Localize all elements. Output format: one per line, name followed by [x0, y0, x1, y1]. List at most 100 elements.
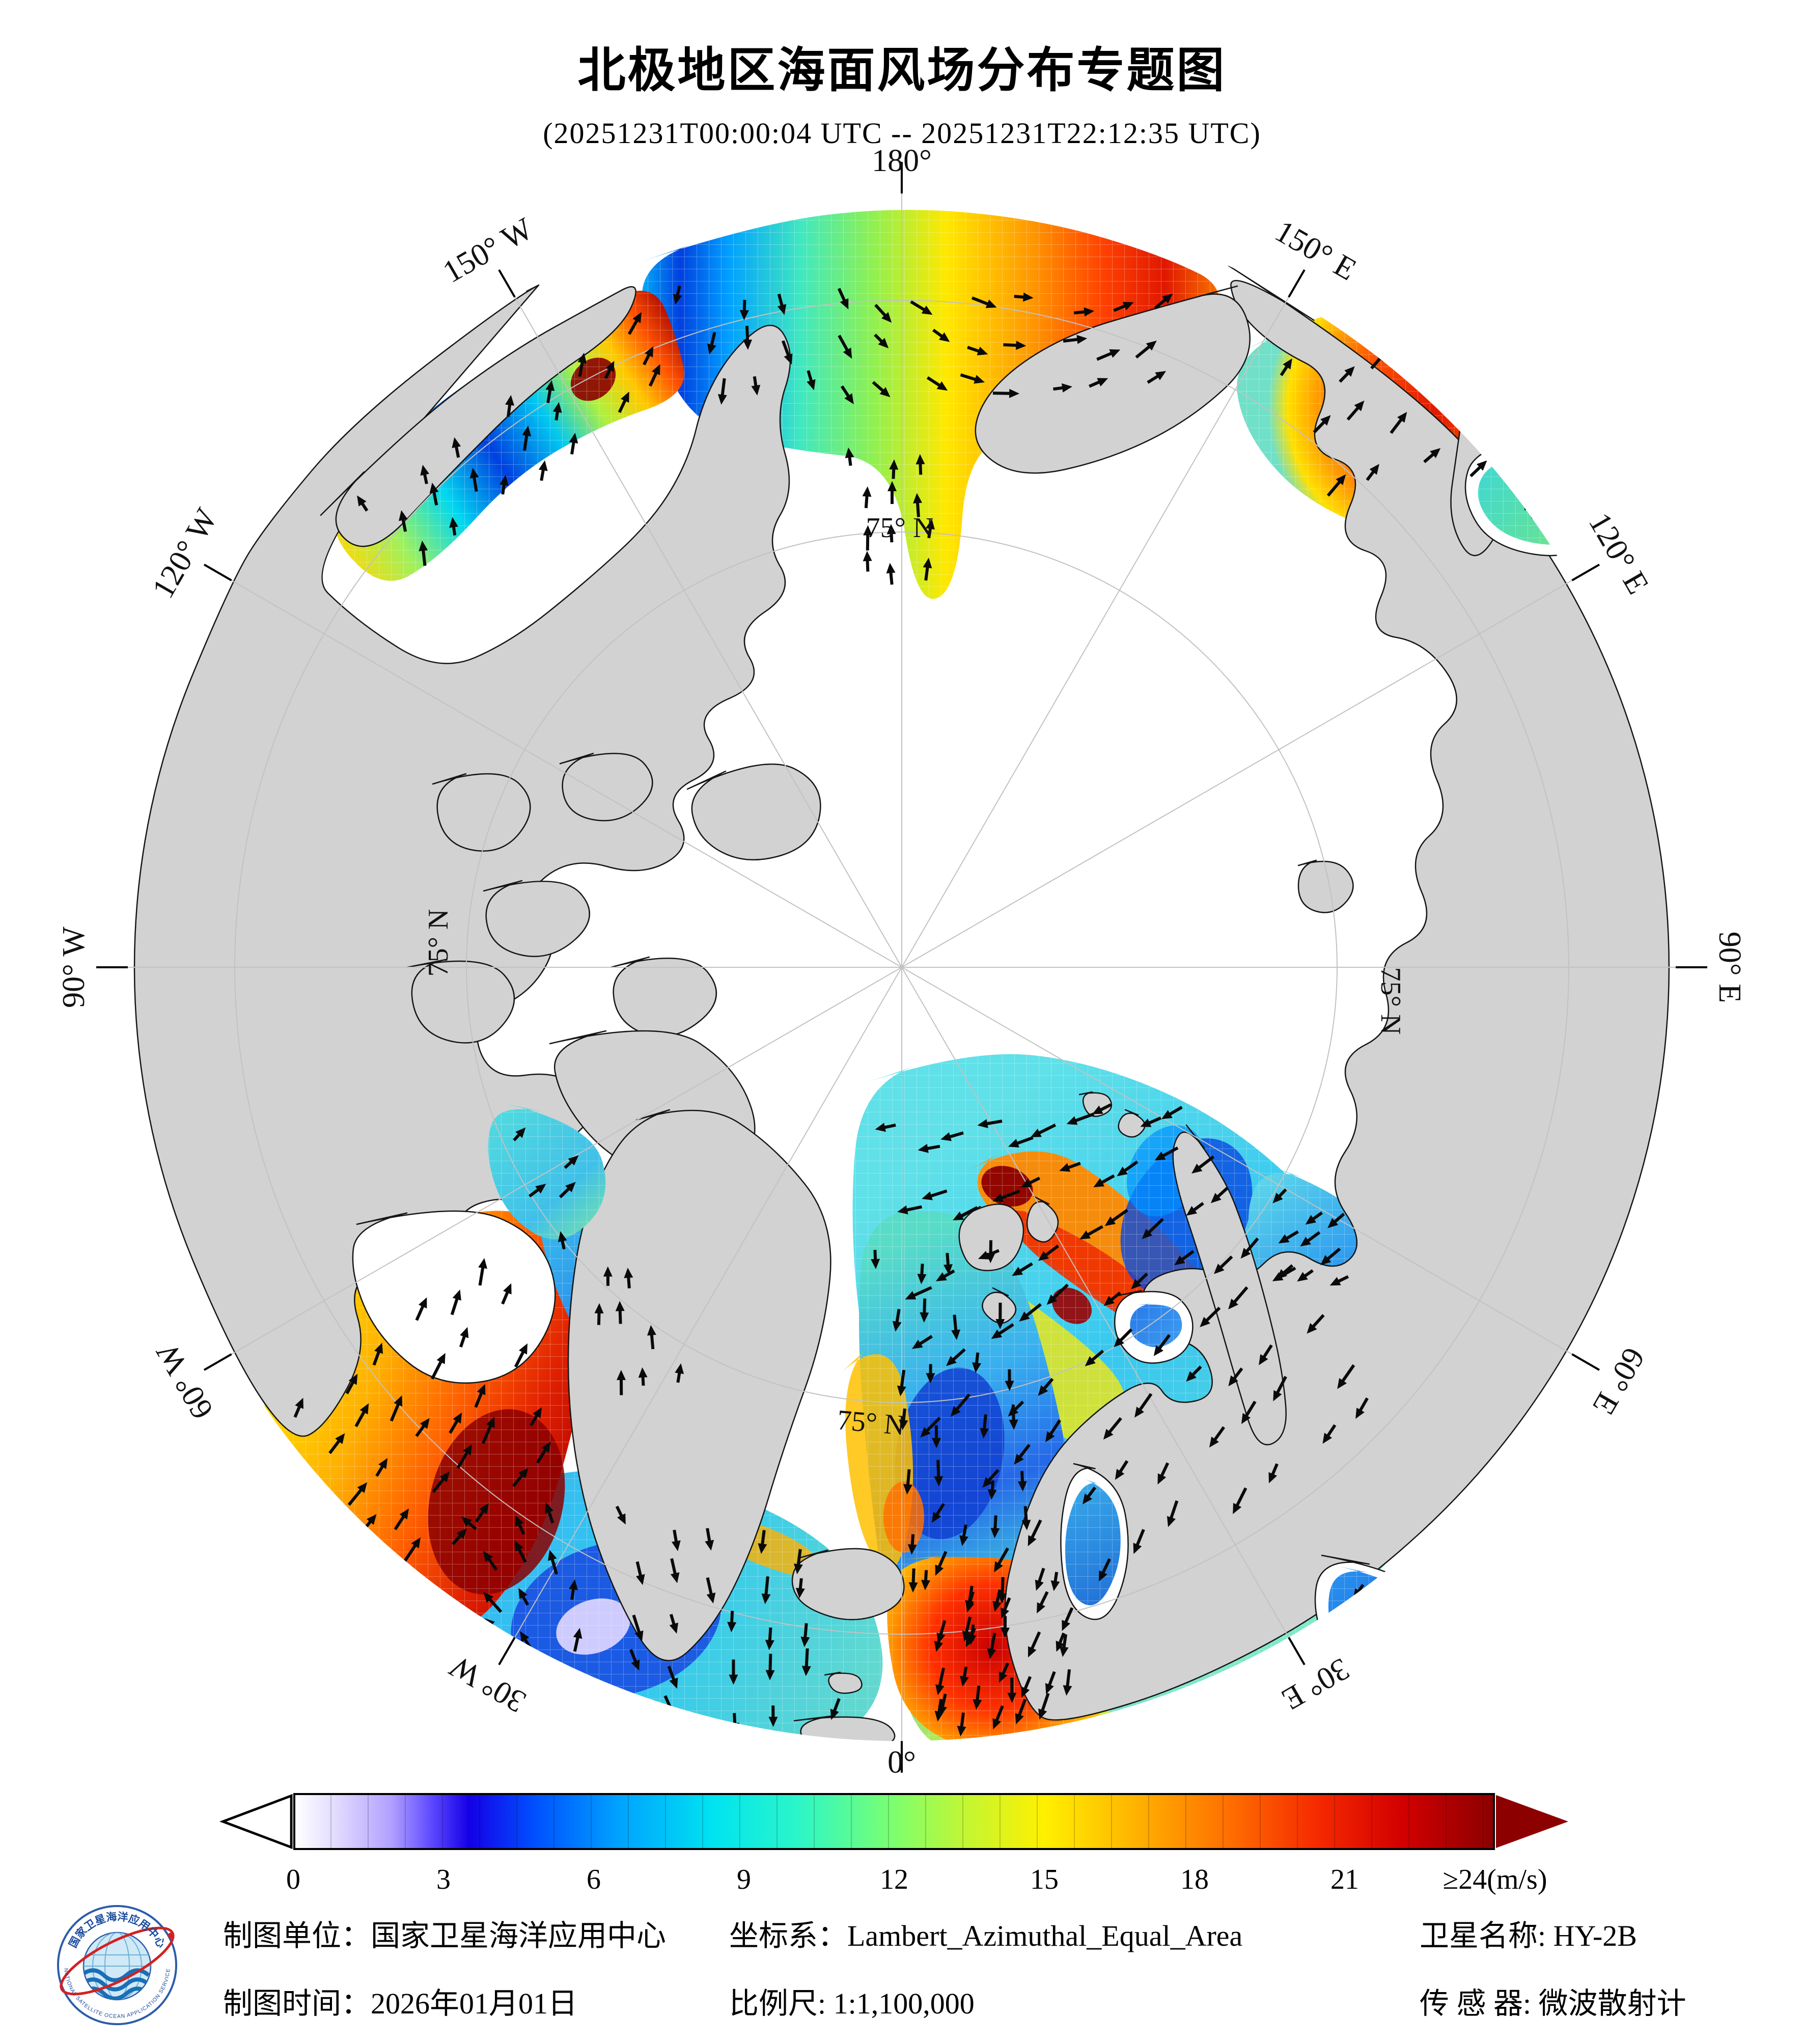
wind-arrow-head [844, 393, 854, 405]
colorbar-right-arrow-icon [1496, 1795, 1568, 1848]
longitude-label: 90° W [57, 927, 91, 1008]
wind-arrow-head [573, 1628, 582, 1639]
wind-arrow-head [1429, 333, 1440, 344]
wind-arrow-head [992, 1718, 1002, 1729]
wind-arrow-head [1369, 464, 1379, 475]
wind-arrow-head [1320, 415, 1331, 426]
wind-arrow [989, 1633, 996, 1653]
wind-arrow-head [908, 1582, 918, 1593]
wind-arrow [1364, 1649, 1379, 1663]
wind-arrow-head [863, 525, 873, 536]
wind-arrow [1106, 1417, 1122, 1435]
wind-arrow-head [878, 338, 889, 349]
wind-arrow [910, 1286, 932, 1298]
wind-arrow-head [558, 1231, 567, 1242]
wind-arrow [431, 1358, 443, 1380]
wind-arrow-head [922, 1191, 933, 1200]
wind-arrow [1001, 1577, 1005, 1597]
wind-arrow [521, 1660, 536, 1678]
wind-arrow-head [1240, 1248, 1251, 1259]
wind-arrow-head [739, 310, 749, 321]
wind-arrow-head [1038, 1251, 1049, 1261]
meridian-line [514, 967, 902, 1638]
wind-arrow-head [1009, 388, 1020, 398]
wind-arrow-head [1097, 378, 1108, 387]
wind-arrow [1275, 1376, 1287, 1396]
land-svalbard-ne [1026, 1195, 1059, 1243]
wind-arrow [1394, 1654, 1404, 1664]
wind-arrow-head [568, 1155, 579, 1166]
wind-arrow-head [1092, 1105, 1103, 1114]
longitude-label: 60° W [149, 1337, 220, 1425]
wind-arrow-head [1140, 1118, 1152, 1127]
wind-arrow-head [1213, 1264, 1225, 1274]
wind-arrow-head [418, 1297, 427, 1309]
wind-arrow-head [943, 1264, 953, 1275]
wind-arrow [1146, 1218, 1164, 1236]
colorbar-ticks: 0 3 6 9 12 15 18 21 ≥24(m/s) [286, 1863, 1547, 1899]
wind-arrow [936, 1551, 948, 1570]
wind-arrow [1137, 1393, 1153, 1413]
wind-arrow-head [918, 1143, 929, 1153]
wind-arrow-head [921, 305, 933, 315]
wind-arrow-head [505, 395, 514, 406]
wind-arrow-head [765, 1670, 775, 1681]
wind-arrow [706, 1577, 713, 1597]
wind-arrow [1204, 1306, 1221, 1324]
wind-arrow-head [518, 1343, 528, 1355]
wind-arrow-head [960, 1675, 969, 1687]
longitude-label: 120° E [1582, 507, 1655, 600]
wind-arrow-head [1085, 1356, 1096, 1366]
wind-arrow-head [469, 467, 479, 479]
wind-arrow-head [1028, 1535, 1037, 1547]
land-north-america [133, 284, 791, 1437]
logo-globe-graticule [84, 1933, 151, 2000]
rim-tick [1571, 1353, 1600, 1371]
wind-arrow-head [986, 1253, 995, 1264]
colorbar-left-arrow-icon [219, 1794, 293, 1850]
wind-arrow-head [399, 510, 408, 521]
wind-arrow-head [638, 1367, 648, 1378]
wind-arrow-head [1000, 1627, 1010, 1638]
wind-arrow-head [635, 1574, 645, 1585]
wind-arrow-head [980, 1427, 989, 1439]
wind-arrow-head [840, 298, 849, 310]
footer-mapping-date: 制图时间：2026年01月01日 [223, 1987, 578, 2020]
wind-arrow-head [1035, 1579, 1044, 1591]
wind-arrow-head [569, 432, 578, 444]
wind-arrow-head [461, 1517, 473, 1527]
wind-arrow-head [1472, 345, 1483, 355]
wind-arrow-head [987, 1489, 997, 1500]
rim-tick [1288, 269, 1306, 298]
wind-arrow-head [1327, 1218, 1339, 1228]
wind-arrow-head [965, 1601, 975, 1613]
wind-arrow [403, 1542, 418, 1562]
wind-arrow-head [1014, 1453, 1024, 1465]
wind-arrow-head [1038, 1385, 1048, 1396]
wind-arrow-head [1278, 1234, 1290, 1244]
colorbar-tick-9: 9 [737, 1864, 751, 1895]
wind-arrow [900, 1369, 906, 1390]
wind-arrow-head [897, 1205, 908, 1215]
wind-arrow-head [807, 379, 816, 390]
wind-arrow-head [1038, 1709, 1047, 1720]
longitude-label: 30° E [1276, 1651, 1355, 1717]
wind-arrow-head [729, 1674, 738, 1685]
wind-arrow [1109, 1209, 1128, 1223]
land-island-banks [432, 773, 531, 852]
wind-arrow-head [962, 1630, 972, 1642]
wind-arrow [1278, 1267, 1296, 1279]
wind-arrow-head [1142, 1228, 1153, 1240]
wind-arrow-head [1476, 460, 1487, 471]
wind-arrow-head [1354, 400, 1365, 411]
wind-arrow-head [717, 394, 727, 405]
parallel-circle [466, 531, 1338, 1403]
wind-arrow [996, 1323, 1014, 1336]
wind-arrow-head [1272, 1272, 1284, 1281]
wind-arrow-head [946, 1356, 957, 1366]
wind-arrow-head [1093, 1178, 1105, 1188]
wind-arrow [1023, 1303, 1042, 1319]
wind-arrow-head [420, 464, 429, 476]
wind-arrow-head [669, 1677, 678, 1689]
wind-arrow-head [999, 1671, 1008, 1683]
